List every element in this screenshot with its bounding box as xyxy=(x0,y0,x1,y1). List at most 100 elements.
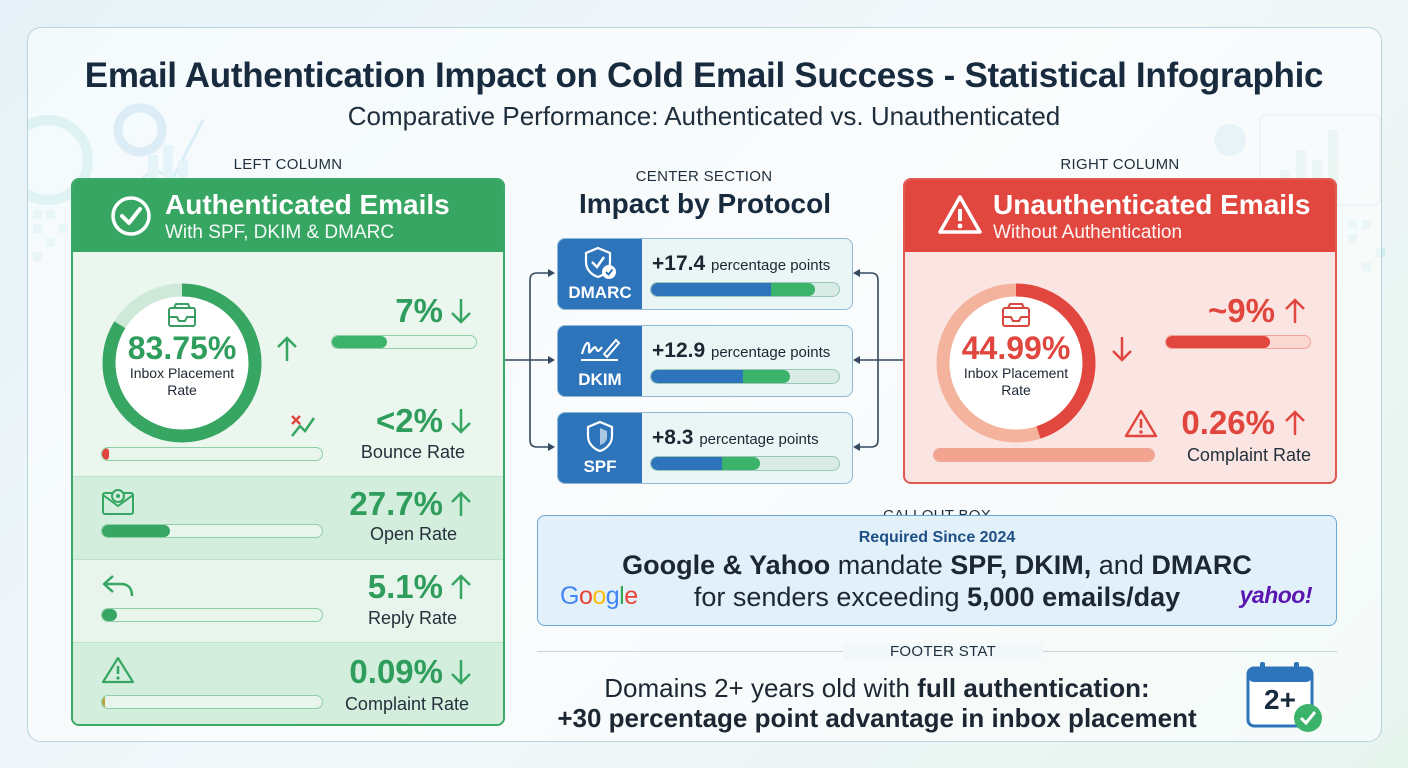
complaint-rate-value: 0.09% xyxy=(349,653,443,690)
unauth-inbox-rate-value: 44.99% xyxy=(961,330,1071,366)
bounce-rate-value: <2% xyxy=(376,402,443,439)
callout-and: and xyxy=(1091,550,1152,580)
unauthenticated-panel: Unauthenticated Emails Without Authentic… xyxy=(903,178,1337,484)
callout-threshold: 5,000 emails/day xyxy=(967,582,1181,612)
complaint-rate-row: 0.09% Complaint Rate xyxy=(73,642,503,724)
up-arrow-icon xyxy=(1285,298,1305,323)
warning-icon xyxy=(1124,409,1158,438)
open-rate-row: 27.7% Open Rate xyxy=(73,476,503,559)
protocol-name: DMARC xyxy=(568,283,632,302)
protocol-card-dmarc: DMARC +17.4 percentage points xyxy=(557,238,853,310)
up-arrow-icon xyxy=(1285,410,1305,435)
footer-stat-label: FOOTER STAT xyxy=(843,643,1043,660)
top-metric-value: 7% xyxy=(395,292,443,329)
inbox-placement-donut xyxy=(102,283,262,443)
unauth-top-metric-value: ~9% xyxy=(1208,292,1275,329)
shield-icon xyxy=(586,420,614,453)
protocol-unit: percentage points xyxy=(710,257,831,274)
callout-line-2: for senders exceeding 5,000 emails/day xyxy=(538,582,1336,613)
protocol-card-dkim: DKIM +12.9 percentage points xyxy=(557,325,853,397)
inbox-rate-value: 83.75% xyxy=(127,330,237,366)
protocol-value: +8.3 percentage points xyxy=(652,426,819,450)
protocol-heading: Impact by Protocol xyxy=(578,188,832,219)
down-arrow-icon xyxy=(451,660,471,685)
down-arrow-icon xyxy=(1112,337,1132,362)
left-column-label: LEFT COLUMN xyxy=(233,156,343,173)
protocol-name: DKIM xyxy=(578,370,622,389)
down-arrow-icon xyxy=(451,299,471,324)
unauth-complaint-rate-bar xyxy=(933,448,1155,462)
page-subtitle: Comparative Performance: Authenticated v… xyxy=(347,101,1061,131)
protocol-value: +17.4 percentage points xyxy=(652,252,830,276)
reply-icon xyxy=(102,575,134,597)
reply-rate-value: 5.1% xyxy=(367,568,443,605)
unauth-complaint-rate-value: 0.26% xyxy=(1181,404,1275,441)
center-section-label: CENTER SECTION xyxy=(635,168,773,185)
page-title: Email Authentication Impact on Cold Emai… xyxy=(84,56,1324,95)
calendar-check-icon xyxy=(1246,662,1322,732)
authenticated-panel: Authenticated Emails With SPF, DKIM & DM… xyxy=(71,178,505,726)
protocol-unit: percentage points xyxy=(699,431,819,448)
footer-line-1: Domains 2+ years old with full authentic… xyxy=(537,673,1217,704)
footer-full-auth: full authentication: xyxy=(917,673,1150,703)
bounce-trend-icon xyxy=(291,415,316,437)
callout-providers: Google & Yahoo xyxy=(622,550,831,580)
dmarc-icon-box: DMARC xyxy=(558,239,642,309)
authenticated-header: Authenticated Emails With SPF, DKIM & DM… xyxy=(73,180,503,252)
authenticated-subheading: With SPF, DKIM & DMARC xyxy=(165,222,395,243)
callout-dmarc: DMARC xyxy=(1151,550,1252,580)
authenticated-heading: Authenticated Emails xyxy=(165,189,450,220)
complaint-rate-bar xyxy=(101,695,323,709)
protocol-bar xyxy=(650,456,840,471)
protocol-bar xyxy=(650,369,840,384)
top-metric-bar xyxy=(331,335,477,349)
protocol-bar xyxy=(650,282,840,297)
callout-senders: for senders exceeding xyxy=(693,582,967,612)
callout-protocols: SPF, DKIM, xyxy=(950,550,1092,580)
reply-rate-bar xyxy=(101,608,323,622)
reply-rate-label: Reply Rate xyxy=(367,608,457,628)
callout-line-1: Google & Yahoo mandate SPF, DKIM, and DM… xyxy=(538,550,1336,581)
spf-icon-box: SPF xyxy=(558,413,642,483)
open-rate-value: 27.7% xyxy=(349,485,443,522)
protocol-value: +12.9 percentage points xyxy=(652,339,830,363)
open-rate-label: Open Rate xyxy=(369,524,457,544)
yahoo-logo: yahoo! xyxy=(1239,582,1313,608)
unauth-top-metric-bar xyxy=(1165,335,1311,349)
protocol-card-spf: SPF +8.3 percentage points xyxy=(557,412,853,484)
warning-icon xyxy=(101,656,135,684)
connector-lines xyxy=(505,269,903,451)
protocol-unit: percentage points xyxy=(710,344,831,361)
check-circle-icon xyxy=(111,196,151,236)
callout-mandate: mandate xyxy=(830,550,951,580)
down-arrow-icon xyxy=(451,409,471,434)
inbox-icon xyxy=(1002,303,1030,327)
unauth-inbox-rate-label-2: Rate xyxy=(1001,382,1031,398)
open-rate-bar xyxy=(101,524,323,538)
callout-required: Required Since 2024 xyxy=(858,529,1016,546)
protocol-value-number: +8.3 xyxy=(652,426,694,449)
up-arrow-icon xyxy=(451,491,471,516)
bounce-rate-bar xyxy=(101,447,323,461)
unauthenticated-heading: Unauthenticated Emails xyxy=(993,189,1311,220)
unauth-complaint-rate-label: Complaint Rate xyxy=(1186,445,1311,465)
bounce-rate-label: Bounce Rate xyxy=(360,442,465,462)
protocol-value-number: +12.9 xyxy=(652,339,706,362)
inbox-icon xyxy=(168,303,196,327)
warning-icon xyxy=(938,195,982,234)
footer-line-2: +30 percentage point advantage in inbox … xyxy=(557,703,1197,733)
signature-icon xyxy=(580,338,621,361)
unauthenticated-subheading: Without Authentication xyxy=(993,222,1183,243)
shield-check-icon xyxy=(584,246,616,279)
inbox-rate-label: Inbox Placement xyxy=(129,365,235,381)
reply-rate-row: 5.1% Reply Rate xyxy=(73,559,503,642)
protocol-value-number: +17.4 xyxy=(652,252,706,275)
unauth-inbox-rate-label: Inbox Placement xyxy=(963,365,1069,381)
inbox-placement-donut-unauth xyxy=(936,283,1096,443)
right-column-label: RIGHT COLUMN xyxy=(1060,156,1180,173)
complaint-rate-label: Complaint Rate xyxy=(344,694,469,714)
calendar-badge-text: 2+ xyxy=(1264,684,1296,715)
inbox-rate-label-2: Rate xyxy=(167,382,197,398)
up-arrow-icon xyxy=(277,336,297,361)
protocol-name: SPF xyxy=(583,457,617,476)
